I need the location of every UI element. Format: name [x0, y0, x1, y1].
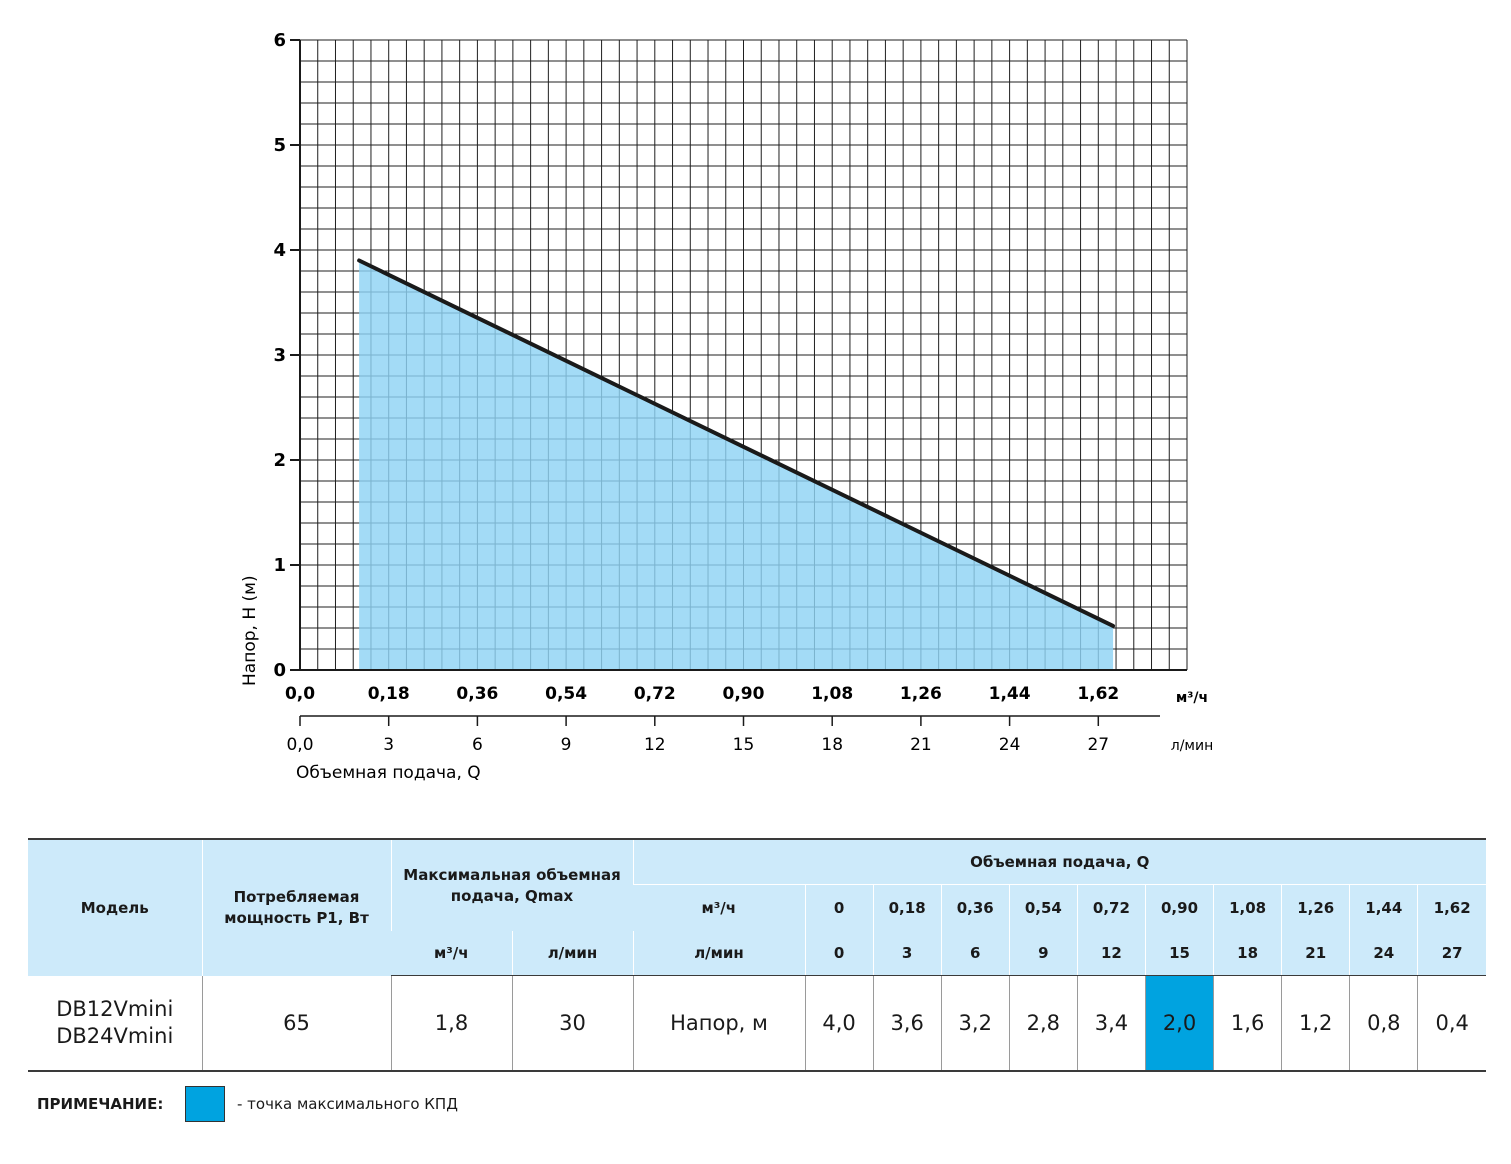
header-flow-m3h-row: м³/ч 0 0,18 0,36 0,54 0,72 0,90 1,08 1,26 1,44 1,…: [28, 884, 1486, 931]
header-qmax: Максимальная объемная подача, Qmax: [390, 839, 633, 931]
cell-qmax-m3h: 1,8: [390, 975, 512, 1071]
head-cell: 2,8: [1008, 975, 1078, 1071]
flow-m3h-cell: 1,08: [1213, 884, 1282, 931]
flow-lmin-cell: 3: [872, 931, 942, 976]
header-model: Модель: [28, 839, 202, 976]
x-tick-label-lmin: 27: [1087, 735, 1109, 755]
cell-head-label: Напор, м: [632, 975, 805, 1071]
cell-model: DB12Vmini DB24Vmini: [28, 975, 202, 1071]
header-qmax-text: Максимальная объемная подача, Qmax: [403, 865, 621, 905]
head-cell: 0,8: [1349, 975, 1418, 1071]
y-tick-label: 6: [273, 30, 286, 51]
flow-m3h-cell: 1,26: [1281, 884, 1350, 931]
x-tick-label-lmin: 3: [383, 735, 394, 755]
x-tick-label-m3h: 0,0: [285, 684, 315, 704]
y-tick-labels: 0 1 2 3 4 5 6: [273, 30, 286, 681]
flow-m3h-cell: 1,44: [1349, 884, 1418, 931]
header-qmax-lmin: л/мин: [511, 931, 633, 976]
x-axis-title: Объемная подача, Q: [296, 763, 481, 783]
x-tick-label-m3h: 1,26: [900, 684, 942, 704]
header-power-text: Потребляемая мощность Р1, Вт: [224, 887, 369, 927]
flow-m3h-cell: 0,72: [1076, 884, 1146, 931]
head-cell: 0,4: [1417, 975, 1486, 1071]
x-tick-labels-lmin: 0,0 3 6 9 12 15 18 21 24 27: [286, 735, 1109, 755]
y-tick-label: 0: [273, 660, 286, 681]
x-tick-label-lmin: 24: [999, 735, 1021, 755]
head-cell: 3,2: [940, 975, 1010, 1071]
flow-lmin-cell: 6: [940, 931, 1010, 976]
x-tick-label-m3h: 0,72: [634, 684, 676, 704]
flow-lmin-cell: 24: [1349, 931, 1418, 976]
x-tick-label-lmin: 0,0: [286, 735, 313, 755]
y-tick-label: 1: [273, 555, 286, 576]
x-tick-label-lmin: 18: [821, 735, 843, 755]
x-unit-m3h: м³/ч: [1176, 690, 1208, 706]
flow-m3h-cell: 0,18: [872, 884, 942, 931]
flow-m3h-cell: 0,90: [1144, 884, 1214, 931]
flow-lmin-cell: 15: [1144, 931, 1214, 976]
x-tick-label-m3h: 0,54: [545, 684, 587, 704]
model-name-2: DB24Vmini: [56, 1023, 174, 1048]
y-axis-title: Напор, Н (м): [240, 575, 260, 686]
model-name-1: DB12Vmini: [56, 996, 174, 1021]
y-tick-label: 2: [273, 450, 286, 471]
flow-m3h-cell: 0: [804, 884, 874, 931]
flow-lmin-cell: 12: [1076, 931, 1146, 976]
chart-axes: [290, 39, 1187, 726]
head-cell: 1,6: [1213, 975, 1282, 1071]
x-tick-label-lmin: 9: [561, 735, 572, 755]
y-tick-label: 3: [273, 345, 286, 366]
head-area-fill: [359, 260, 1114, 670]
x-tick-label-m3h: 0,90: [723, 684, 765, 704]
spec-table: Модель Потребляемая мощность Р1, Вт Макс…: [28, 838, 1486, 1072]
head-cell-best-efficiency: 2,0: [1144, 975, 1214, 1071]
note-label: ПРИМЕЧАНИЕ:: [37, 1095, 164, 1113]
head-cell: 4,0: [804, 975, 874, 1071]
x-tick-label-m3h: 0,36: [456, 684, 498, 704]
x-tick-label-m3h: 1,08: [811, 684, 853, 704]
y-tick-label: 4: [273, 240, 286, 261]
head-cell: 3,6: [872, 975, 942, 1071]
x-tick-label-m3h: 0,18: [368, 684, 410, 704]
header-power: Потребляемая мощность Р1, Вт: [201, 839, 391, 976]
note-text: - точка максимального КПД: [237, 1095, 458, 1113]
y-tick-label: 5: [273, 135, 286, 156]
table-row: DB12Vmini DB24Vmini 65 1,8 30 Напор, м 4…: [28, 975, 1486, 1071]
header-flow-m3h-label: м³/ч: [633, 884, 805, 931]
x-tick-label-m3h: 1,62: [1077, 684, 1119, 704]
x-unit-lmin: л/мин: [1171, 738, 1213, 754]
pump-curve-line: [357, 258, 1116, 628]
flow-m3h-cell: 0,54: [1008, 884, 1078, 931]
cell-power: 65: [201, 975, 391, 1071]
flow-lmin-cell: 9: [1008, 931, 1078, 976]
header-flow-lmin-row: м³/ч л/мин л/мин 0 3 6 9 12 15 18 21 24 27: [28, 931, 1486, 976]
flow-lmin-cell: 0: [804, 931, 874, 976]
x-tick-label-lmin: 6: [472, 735, 483, 755]
x-tick-labels-m3h: 0,0 0,18 0,36 0,54 0,72 0,90 1,08 1,26 1,44 1,62: [285, 684, 1119, 704]
x-tick-label-lmin: 21: [910, 735, 932, 755]
cell-qmax-lmin: 30: [511, 975, 633, 1071]
head-cell: 1,2: [1281, 975, 1350, 1071]
flow-lmin-cell: 21: [1281, 931, 1350, 976]
x-tick-label-m3h: 1,44: [989, 684, 1031, 704]
header-flow: Объемная подача, Q: [632, 839, 1486, 885]
flow-m3h-cell: 1,62: [1417, 884, 1486, 931]
header-qmax-m3h: м³/ч: [391, 931, 512, 976]
header-flow-lmin-label: л/мин: [632, 931, 805, 976]
flow-lmin-cell: 27: [1417, 931, 1486, 976]
x-tick-label-lmin: 12: [644, 735, 666, 755]
note: ПРИМЕЧАНИЕ: - точка максимального КПД: [37, 1085, 458, 1123]
flow-m3h-cell: 0,36: [940, 884, 1010, 931]
head-cell: 3,4: [1076, 975, 1146, 1071]
flow-lmin-cell: 18: [1213, 931, 1282, 976]
x-tick-label-lmin: 15: [733, 735, 755, 755]
best-efficiency-swatch: [185, 1086, 225, 1122]
